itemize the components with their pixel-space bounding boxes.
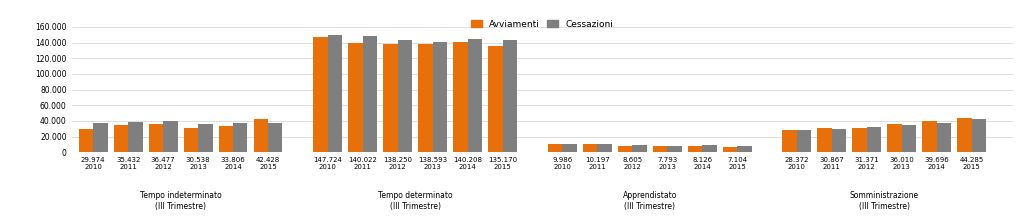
Bar (797, 130, 811, 152)
Bar (958, 118, 972, 152)
Bar (418, 44, 433, 152)
Bar (453, 42, 468, 152)
Bar (887, 124, 901, 152)
Bar (937, 123, 951, 152)
Bar (93, 123, 107, 152)
Text: Tempo determinato
(III Trimestre): Tempo determinato (III Trimestre) (377, 191, 452, 211)
Bar (563, 144, 577, 152)
Bar (384, 44, 398, 152)
Bar (738, 146, 752, 152)
Bar (832, 129, 846, 152)
Bar (583, 144, 597, 152)
Bar (702, 145, 716, 152)
Bar (148, 124, 163, 152)
Bar (852, 128, 866, 152)
Bar (233, 123, 248, 152)
Bar (653, 146, 667, 152)
Bar (254, 119, 268, 152)
Bar (618, 146, 632, 152)
Bar (184, 128, 198, 152)
Text: Somministrazione
(III Trimestre): Somministrazione (III Trimestre) (850, 191, 919, 211)
Bar (687, 146, 702, 152)
Bar (923, 121, 937, 152)
Text: Apprendistato
(III Trimestre): Apprendistato (III Trimestre) (622, 191, 677, 211)
Bar (398, 40, 412, 152)
Bar (502, 40, 517, 152)
Bar (363, 36, 377, 152)
Bar (488, 46, 502, 152)
Bar (783, 130, 797, 152)
Bar (313, 37, 327, 152)
Bar (268, 123, 282, 152)
Bar (163, 121, 178, 152)
Legend: Avviamenti, Cessazioni: Avviamenti, Cessazioni (468, 16, 617, 32)
Bar (817, 128, 832, 152)
Bar (198, 124, 213, 152)
Bar (722, 147, 738, 152)
Bar (79, 129, 93, 152)
Bar (219, 126, 233, 152)
Bar (901, 125, 916, 152)
Bar (667, 146, 681, 152)
Bar (548, 144, 563, 152)
Bar (327, 35, 342, 152)
Text: Tempo indeterminato
(III Trimestre): Tempo indeterminato (III Trimestre) (140, 191, 222, 211)
Bar (632, 145, 647, 152)
Bar (128, 122, 142, 152)
Bar (348, 43, 363, 152)
Bar (597, 144, 612, 152)
Bar (114, 125, 128, 152)
Bar (468, 39, 482, 152)
Bar (433, 42, 447, 152)
Bar (972, 119, 986, 152)
Bar (866, 127, 881, 152)
